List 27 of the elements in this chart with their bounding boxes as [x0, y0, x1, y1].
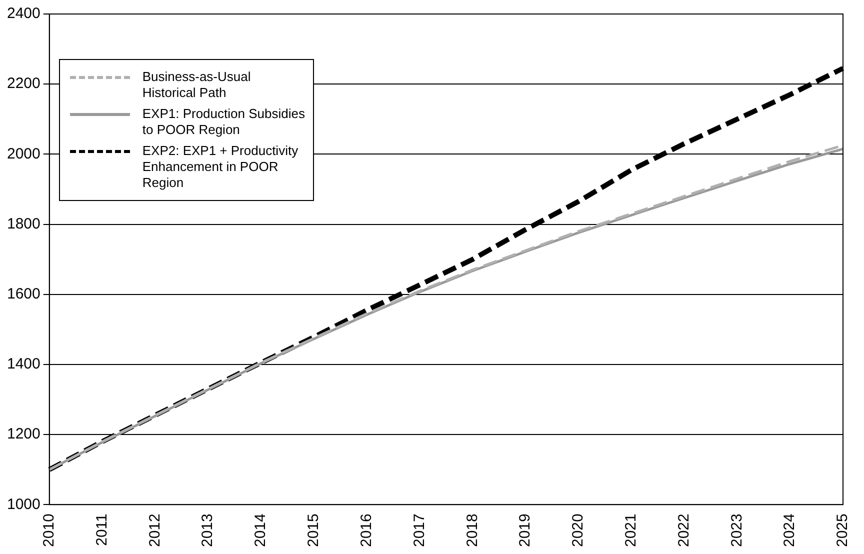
legend-label: EXP2: EXP1 + Productivity Enhancement in POOR Region	[142, 143, 300, 191]
x-tick-label: 2021	[622, 514, 640, 548]
x-tick-label: 2015	[305, 514, 322, 548]
legend-label: EXP1: Production Subsidies to POOR Region	[142, 106, 306, 138]
y-tick-label: 1000	[6, 496, 40, 513]
x-tick-label: 2014	[252, 514, 270, 548]
y-tick-label: 1800	[6, 215, 40, 232]
x-tick-label: 2024	[781, 514, 798, 548]
legend-label: Business-as-Usual Historical Path	[142, 69, 252, 101]
x-tick-label: 2016	[358, 514, 375, 548]
x-tick-label: 2011	[93, 514, 110, 546]
y-tick-label: 2000	[6, 145, 40, 162]
x-tick-label: 2019	[516, 514, 534, 548]
x-tick-label: 2025	[834, 514, 852, 548]
x-tick-label: 2018	[464, 514, 481, 548]
y-tick-label: 2400	[6, 5, 40, 22]
x-tick-label: 2017	[410, 514, 428, 548]
y-tick-label: 2200	[6, 75, 40, 92]
x-tick-label: 2010	[40, 514, 58, 548]
y-tick-label: 1200	[6, 426, 40, 443]
y-tick-label: 1400	[6, 356, 40, 373]
x-tick-label: 2020	[570, 514, 587, 548]
x-tick-label: 2012	[146, 514, 164, 548]
x-tick-label: 2022	[675, 514, 692, 548]
x-tick-label: 2013	[199, 514, 216, 548]
y-tick-label: 1600	[6, 286, 40, 302]
x-tick-label: 2023	[728, 514, 746, 548]
